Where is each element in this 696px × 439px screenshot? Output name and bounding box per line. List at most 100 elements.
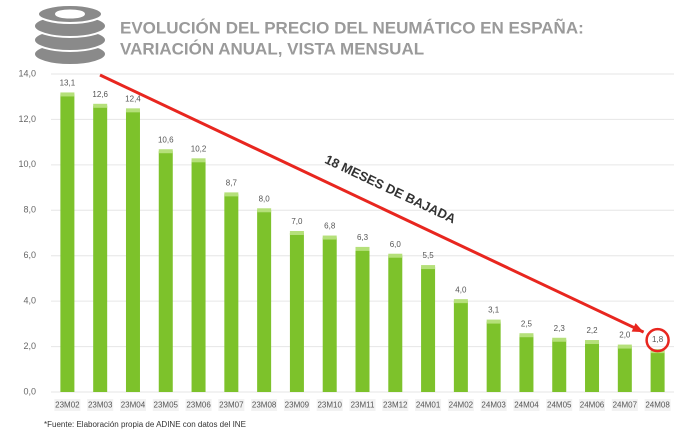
value-label: 6,3 <box>357 233 369 242</box>
bar-highlight <box>388 253 403 258</box>
x-tick-box <box>644 399 671 411</box>
x-tick-label: 24M05 <box>547 401 572 410</box>
bar <box>224 194 239 392</box>
y-tick-label: 4,0 <box>23 296 36 306</box>
x-tick-label: 23M06 <box>186 401 211 410</box>
x-tick-label: 23M05 <box>154 401 179 410</box>
y-tick-label: 8,0 <box>23 205 36 215</box>
x-tick-label: 23M04 <box>121 401 146 410</box>
arrow-head <box>631 323 644 333</box>
bar-highlight <box>191 158 206 163</box>
trend-arrow <box>99 73 645 334</box>
x-tick-label: 24M08 <box>645 401 670 410</box>
x-tick-label: 23M07 <box>219 401 244 410</box>
bar-highlight <box>486 319 501 324</box>
bar <box>125 110 140 392</box>
value-label: 3,1 <box>488 306 500 315</box>
x-tick-label: 23M10 <box>317 401 342 410</box>
bar <box>355 248 370 392</box>
bar-highlight <box>355 246 370 251</box>
bar-highlight <box>125 108 140 113</box>
y-tick-label: 6,0 <box>23 250 36 260</box>
value-label: 2,0 <box>619 331 631 340</box>
value-label: 1,8 <box>652 335 664 344</box>
value-label: 7,0 <box>291 217 303 226</box>
x-tick-label: 23M02 <box>55 401 80 410</box>
value-label: 12,4 <box>125 94 141 103</box>
x-tick-box <box>316 399 343 411</box>
y-tick-label: 10,0 <box>18 159 36 169</box>
x-tick-box <box>349 399 376 411</box>
chart-title: EVOLUCIÓN DEL PRECIO DEL NEUMÁTICO EN ES… <box>120 17 584 37</box>
value-label: 13,1 <box>60 79 76 88</box>
x-tick-box <box>546 399 573 411</box>
bar <box>650 351 665 392</box>
bar <box>289 233 304 392</box>
x-tick-label: 24M04 <box>514 401 539 410</box>
value-label: 8,0 <box>259 194 271 203</box>
y-tick-label: 14,0 <box>18 68 36 78</box>
bar-highlight <box>585 340 600 345</box>
x-tick-label: 23M11 <box>351 401 375 410</box>
x-tick-box <box>382 399 409 411</box>
bar <box>191 160 206 392</box>
x-tick-label: 23M03 <box>88 401 113 410</box>
x-tick-box <box>152 399 179 411</box>
value-label: 12,6 <box>92 90 108 99</box>
x-tick-box <box>611 399 638 411</box>
x-tick-label: 24M07 <box>613 401 638 410</box>
x-tick-label: 24M06 <box>580 401 605 410</box>
value-label: 5,5 <box>423 251 435 260</box>
bar <box>421 267 436 392</box>
bar <box>585 342 600 392</box>
highlight-circle <box>645 327 670 353</box>
x-tick-box <box>579 399 606 411</box>
value-label: 10,2 <box>191 144 207 153</box>
y-tick-label: 2,0 <box>23 341 36 351</box>
x-tick-box <box>119 399 146 411</box>
x-tick-label: 23M09 <box>285 401 310 410</box>
x-tick-label: 24M01 <box>416 401 441 410</box>
footnote: *Fuente: Elaboración propia de ADINE con… <box>44 420 246 429</box>
bar <box>257 210 272 392</box>
x-tick-box <box>54 399 81 411</box>
bar <box>158 151 173 392</box>
bar <box>60 94 75 392</box>
y-tick-label: 12,0 <box>18 114 36 124</box>
value-label: 8,7 <box>226 178 238 187</box>
x-tick-box <box>251 399 278 411</box>
bar-highlight <box>158 149 173 154</box>
value-label: 2,3 <box>554 324 566 333</box>
bar <box>486 321 501 392</box>
y-tick-label: 0,0 <box>23 386 36 396</box>
bar-highlight <box>617 344 632 349</box>
tire-icon <box>33 4 107 66</box>
x-tick-label: 23M12 <box>383 401 408 410</box>
x-tick-box <box>480 399 507 411</box>
x-tick-label: 24M03 <box>481 401 506 410</box>
bar-highlight <box>322 235 337 240</box>
bar-highlight <box>60 92 75 97</box>
value-label: 6,8 <box>324 222 336 231</box>
x-tick-box <box>283 399 310 411</box>
x-tick-box <box>415 399 442 411</box>
value-label: 10,6 <box>158 135 174 144</box>
bar-highlight <box>552 337 567 342</box>
value-label: 2,5 <box>521 319 533 328</box>
value-label: 6,0 <box>390 240 402 249</box>
bar-highlight <box>257 208 272 213</box>
bar <box>93 105 108 393</box>
bar-highlight <box>224 192 239 197</box>
bar <box>552 339 567 392</box>
bar-highlight <box>289 231 304 235</box>
bar <box>388 255 403 392</box>
bar <box>617 346 632 392</box>
bar-highlight <box>453 299 468 304</box>
bar-highlight <box>421 265 436 270</box>
x-tick-box <box>513 399 540 411</box>
bar <box>453 301 468 392</box>
value-label: 4,0 <box>455 285 467 294</box>
x-tick-label: 23M08 <box>252 401 277 410</box>
x-tick-label: 24M02 <box>449 401 474 410</box>
x-tick-box <box>87 399 114 411</box>
